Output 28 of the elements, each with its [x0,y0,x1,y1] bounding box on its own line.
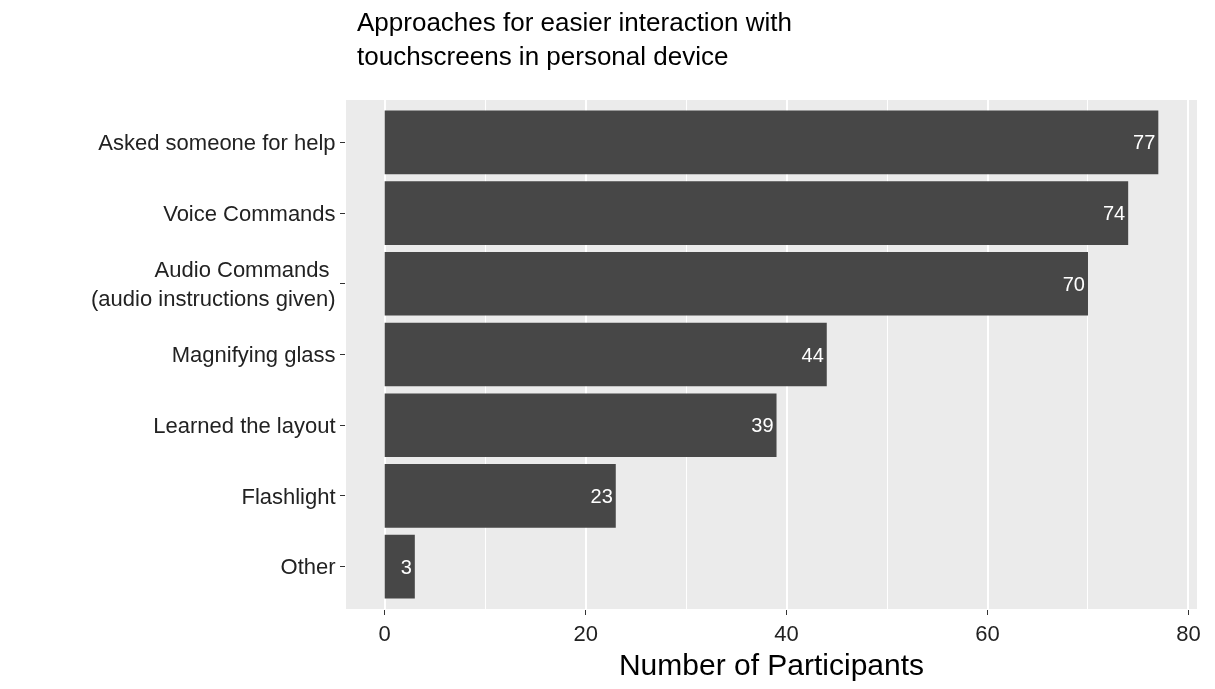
bar [384,110,1159,175]
data-label: 39 [751,414,774,437]
data-label: 3 [400,555,412,578]
data-label: 74 [1102,202,1126,225]
data-label: 44 [801,343,824,366]
bar [384,464,616,528]
x-tick-label: 20 [573,621,598,647]
bar [384,181,1129,245]
y-tick-label: Voice Commands [163,200,336,226]
bar [384,534,415,599]
bar [384,393,777,458]
x-tick-label: 60 [975,621,1000,647]
y-tick-label: Audio Commands (audio instructions given) [91,257,336,311]
y-tick-label: Asked someone for help [98,130,336,156]
x-tick-label: 0 [378,621,391,647]
data-label: 23 [590,484,613,507]
x-tick-label: 40 [774,621,799,647]
bar [384,251,1088,316]
bar [384,322,827,387]
x-axis-title: Number of Participants [618,647,925,681]
data-label: 70 [1062,272,1085,295]
y-tick-label: Magnifying glass [171,342,336,368]
y-tick-label: Other [280,554,336,580]
y-tick-label: Flashlight [241,483,336,509]
y-tick-label: Learned the layout [153,412,336,438]
data-label: 77 [1133,131,1156,154]
x-tick-label: 80 [1176,621,1201,647]
chart-title: Approaches for easier interaction with touchscreens in personal device [357,7,793,71]
